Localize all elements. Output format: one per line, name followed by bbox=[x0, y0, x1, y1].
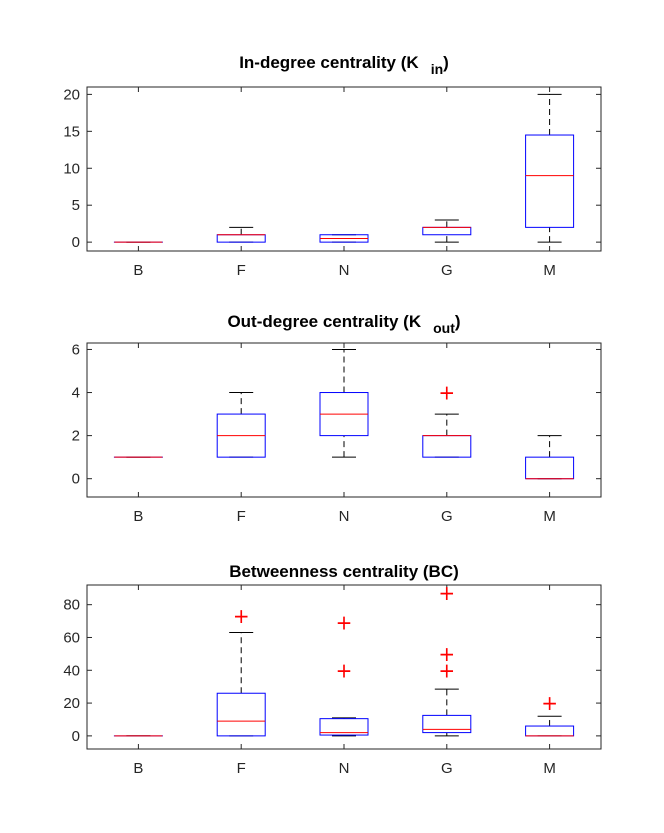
x-tick-label: M bbox=[543, 760, 556, 777]
iqr-box bbox=[319, 718, 369, 736]
box-G bbox=[422, 219, 472, 243]
chart-title-main: Betweenness centrality (BC) bbox=[229, 562, 459, 581]
box-M bbox=[525, 93, 575, 243]
x-tick-label: N bbox=[339, 760, 350, 777]
y-tick-label: 0 bbox=[72, 471, 80, 488]
chart-title-subscript: in bbox=[431, 61, 443, 77]
box-M: + bbox=[525, 691, 575, 737]
y-tick-label: 2 bbox=[72, 428, 80, 445]
iqr-box bbox=[525, 456, 575, 480]
y-tick-label: 20 bbox=[63, 86, 80, 103]
chart-title-main: In-degree centrality (K bbox=[239, 53, 419, 72]
box-N: ++ bbox=[319, 611, 369, 737]
box-M bbox=[525, 435, 575, 480]
iqr-box bbox=[422, 435, 472, 458]
box-G: + bbox=[422, 381, 472, 458]
chart-title-close: ) bbox=[443, 53, 449, 72]
y-tick-label: 0 bbox=[72, 728, 80, 745]
x-tick-label: N bbox=[339, 508, 350, 525]
outlier-marker: + bbox=[438, 381, 455, 405]
box-N bbox=[319, 234, 369, 243]
x-tick-label: G bbox=[441, 508, 453, 525]
x-tick-label: N bbox=[339, 262, 350, 279]
outlier-marker: + bbox=[336, 658, 353, 682]
chart-panel-1: In-degree centrality (K in) 0 5 10 15 20 B F N G M bbox=[63, 53, 602, 279]
chart-title-subscript: out bbox=[433, 320, 455, 336]
chart-panel-2: Out-degree centrality (K out) 0 2 4 6 B F N G M + bbox=[72, 312, 602, 525]
chart-panel-3: Betweenness centrality (BC) 0 20 40 60 80 B F N G… bbox=[63, 562, 602, 777]
outlier-marker: + bbox=[438, 581, 455, 605]
y-tick-label: 15 bbox=[63, 123, 80, 140]
iqr-box bbox=[422, 226, 472, 236]
chart-title: In-degree centrality (K in) bbox=[239, 53, 449, 77]
x-tick-label: M bbox=[543, 508, 556, 525]
box-N bbox=[319, 348, 369, 458]
y-tick-label: 80 bbox=[63, 597, 80, 614]
outlier-marker: + bbox=[438, 642, 455, 666]
chart-title-close: ) bbox=[455, 312, 461, 331]
x-tick-label: F bbox=[237, 760, 246, 777]
y-tick-label: 10 bbox=[63, 160, 80, 177]
x-tick-label: G bbox=[441, 760, 453, 777]
box-F: + bbox=[216, 604, 266, 737]
y-tick-label: 60 bbox=[63, 629, 80, 646]
x-tick-label: G bbox=[441, 262, 453, 279]
x-tick-label: M bbox=[543, 262, 556, 279]
y-tick-label: 20 bbox=[63, 695, 80, 712]
axis-frame bbox=[86, 86, 602, 252]
y-tick-label: 0 bbox=[72, 234, 80, 251]
iqr-box bbox=[525, 725, 575, 737]
y-tick-label: 40 bbox=[63, 662, 80, 679]
y-tick-label: 5 bbox=[72, 197, 80, 214]
y-tick-label: 6 bbox=[72, 341, 80, 358]
x-tick-label: B bbox=[133, 508, 143, 525]
y-tick-label: 4 bbox=[72, 385, 80, 402]
box-G: +++ bbox=[422, 581, 472, 737]
iqr-box bbox=[422, 714, 472, 734]
outlier-marker: + bbox=[438, 658, 455, 682]
iqr-box bbox=[525, 134, 575, 228]
box-F bbox=[216, 226, 266, 243]
x-tick-label: F bbox=[237, 508, 246, 525]
chart-title: Out-degree centrality (K out) bbox=[227, 312, 460, 336]
outlier-marker: + bbox=[233, 604, 250, 628]
iqr-box bbox=[216, 234, 266, 243]
x-tick-label: B bbox=[133, 760, 143, 777]
box-F bbox=[216, 392, 266, 458]
iqr-box bbox=[216, 692, 266, 737]
outlier-marker: + bbox=[541, 691, 558, 715]
x-tick-label: F bbox=[237, 262, 246, 279]
outlier-marker: + bbox=[336, 611, 353, 635]
axis-frame bbox=[86, 342, 602, 498]
chart-title-main: Out-degree centrality (K bbox=[227, 312, 421, 331]
chart-title: Betweenness centrality (BC) bbox=[229, 562, 459, 581]
x-tick-label: B bbox=[133, 262, 143, 279]
